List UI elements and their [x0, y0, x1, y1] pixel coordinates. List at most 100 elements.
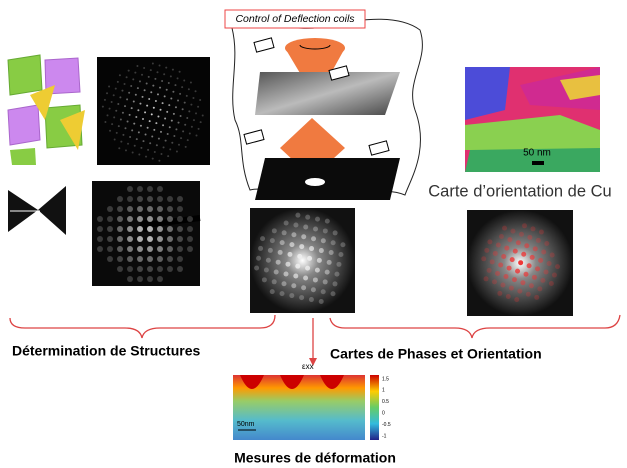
spot [529, 283, 534, 288]
spot [177, 236, 183, 242]
spot [107, 246, 113, 252]
spot [289, 242, 294, 247]
spot [120, 118, 122, 120]
spot [150, 69, 152, 71]
central-spot [305, 178, 325, 186]
spot [127, 226, 133, 232]
spot [137, 226, 143, 232]
spot [107, 256, 113, 262]
coil-label: Control of Deflection coils [235, 13, 355, 25]
spot [514, 297, 519, 302]
spot [128, 70, 130, 72]
spot [272, 279, 277, 284]
spot [169, 126, 171, 128]
spot [191, 126, 193, 128]
spot [289, 293, 294, 298]
spot [171, 120, 173, 122]
spot [140, 147, 142, 149]
spot [293, 222, 298, 227]
spot [284, 220, 289, 225]
spot [319, 248, 324, 253]
spot [151, 113, 153, 115]
spot [148, 76, 150, 78]
spot [541, 249, 546, 254]
spot [481, 256, 486, 261]
spot [264, 268, 269, 273]
spot [104, 121, 106, 123]
spot [166, 89, 168, 91]
spot [492, 279, 497, 284]
spot [115, 88, 117, 90]
spot [254, 266, 259, 271]
spot [507, 237, 512, 242]
spot [165, 67, 167, 69]
spot [200, 121, 202, 123]
spot [136, 65, 138, 67]
spot [512, 277, 517, 282]
spot [129, 114, 131, 116]
spot [129, 136, 131, 138]
spot [195, 90, 197, 92]
spot [146, 105, 148, 107]
spot [187, 139, 189, 141]
coil [254, 38, 274, 52]
spot [270, 289, 275, 294]
spot [147, 276, 153, 282]
spot [272, 228, 277, 233]
spot [338, 252, 343, 257]
spot [166, 111, 168, 113]
spot [293, 273, 298, 278]
spot [170, 75, 172, 77]
spot [147, 236, 153, 242]
spot [127, 246, 133, 252]
spot [332, 281, 337, 286]
spot [167, 236, 173, 242]
spot [278, 250, 283, 255]
spot [104, 99, 106, 101]
spot [106, 92, 108, 94]
spot [145, 133, 147, 135]
spot [134, 72, 136, 74]
spot [157, 246, 163, 252]
spot [549, 281, 554, 286]
spot [539, 229, 544, 234]
spot [493, 251, 498, 256]
spot [146, 83, 148, 85]
spot [193, 119, 195, 121]
spot [188, 110, 190, 112]
spot [280, 240, 285, 245]
spot [147, 226, 153, 232]
spot [262, 277, 267, 282]
spot [149, 120, 151, 122]
spot [287, 252, 292, 257]
spot [142, 140, 144, 142]
spot [161, 80, 163, 82]
spot [504, 246, 509, 251]
spot [163, 73, 165, 75]
spot [295, 264, 300, 269]
colorbar-label: -1 [382, 433, 387, 439]
spot [139, 103, 141, 105]
spot [340, 242, 345, 247]
spot [177, 100, 179, 102]
brace [10, 315, 275, 338]
spot [160, 153, 162, 155]
spot [190, 82, 192, 84]
spot [174, 84, 176, 86]
scale-label: 50 nm [523, 148, 551, 159]
spot [510, 257, 515, 262]
spot [137, 186, 143, 192]
spot [502, 226, 507, 231]
spot [128, 92, 130, 94]
spot [115, 110, 117, 112]
spot [270, 238, 275, 243]
spot [179, 93, 181, 95]
spot [113, 116, 115, 118]
spot [187, 226, 193, 232]
colorbar-labels: 1.510.50-0.5-1 [382, 376, 391, 439]
spot [516, 240, 521, 245]
spot [179, 71, 181, 73]
spot [147, 256, 153, 262]
spot [126, 76, 128, 78]
spot [176, 150, 178, 152]
